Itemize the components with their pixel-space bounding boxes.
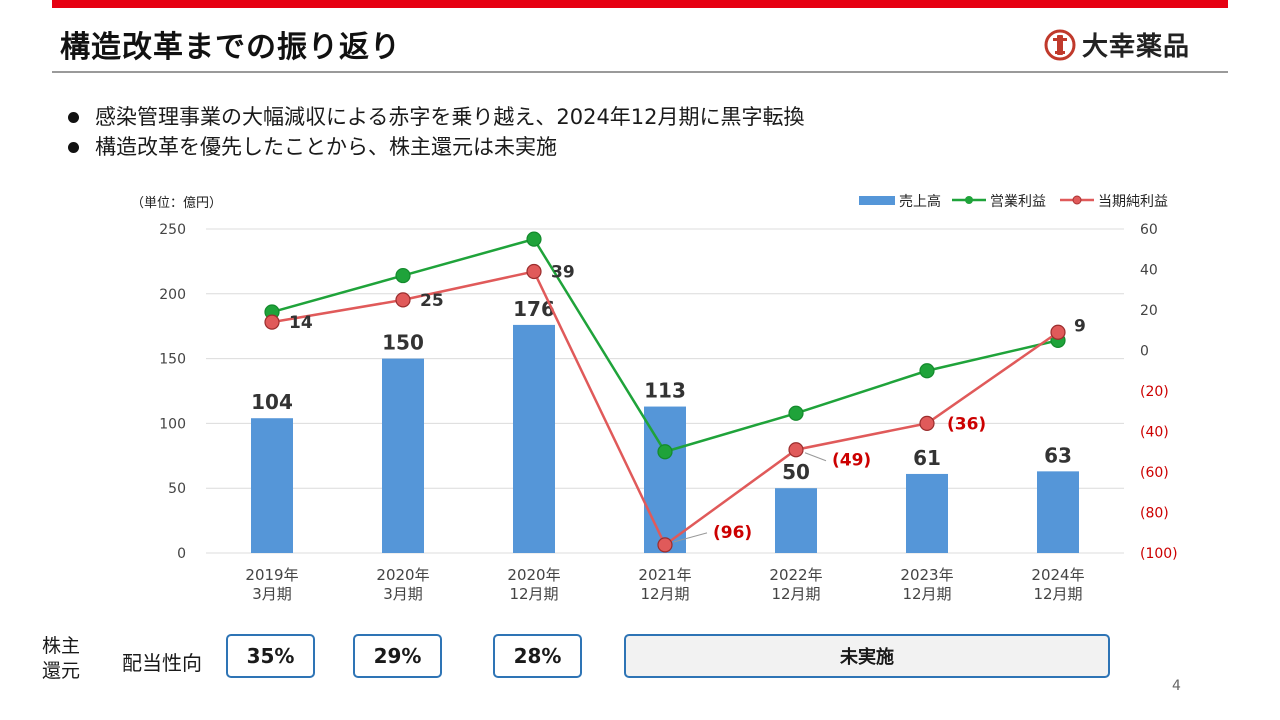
series-marker [526, 231, 542, 247]
payout-box-2020-12: 28% [493, 634, 582, 678]
bullet-text: 構造改革を優先したことから、株主還元は未実施 [95, 135, 557, 159]
top-accent-bar [52, 0, 1228, 8]
x-tick-label: 2020年 [507, 566, 560, 584]
sales-value-label: 61 [913, 446, 941, 470]
legend-swatch-sales [859, 196, 895, 205]
net-profit-value-label: 14 [289, 313, 313, 333]
sales-bar [775, 488, 817, 553]
left-tick-label: 250 [159, 222, 186, 238]
right-tick-label: 60 [1140, 222, 1158, 238]
left-tick-label: 50 [168, 481, 186, 497]
series-marker [919, 415, 935, 431]
payout-box-2019: 35% [226, 634, 315, 678]
not-implemented-box: 未実施 [624, 634, 1110, 678]
payout-box-2020-03: 29% [353, 634, 442, 678]
legend-marker-operating [965, 196, 973, 204]
x-tick-label: 2021年 [638, 566, 691, 584]
sales-bar [906, 473, 948, 553]
legend-label-net: 当期純利益 [1098, 194, 1168, 210]
net-profit-value-label: (96) [713, 523, 752, 543]
x-tick-label: 2024年 [1031, 566, 1084, 584]
page-title: 構造改革までの振り返り [60, 30, 401, 65]
x-tick-label: 2019年 [245, 566, 298, 584]
right-tick-label: (20) [1140, 384, 1169, 400]
bullet-dot [68, 111, 79, 123]
right-tick-label: (80) [1140, 506, 1169, 522]
net-profit-value-label: (36) [947, 414, 986, 434]
net-profit-value-label: (49) [832, 451, 871, 471]
series-marker [788, 442, 804, 458]
right-tick-label: 20 [1140, 303, 1158, 319]
label-leader-line [673, 532, 708, 543]
x-tick-label: 3月期 [383, 585, 423, 603]
right-tick-label: 0 [1140, 344, 1149, 360]
left-tick-label: 200 [159, 287, 186, 303]
bullet-dot [68, 141, 79, 153]
sales-bar [1037, 471, 1079, 553]
title-divider [52, 71, 1228, 73]
legend: 売上高 営業利益 当期純利益 [859, 193, 1168, 210]
sales-bar [251, 418, 293, 553]
logo-text: 大幸薬品 [1082, 32, 1191, 62]
bullet-item: 構造改革を優先したことから、株主還元は未実施 [68, 132, 805, 162]
right-tick-label: (40) [1140, 425, 1169, 441]
series-marker [526, 263, 542, 280]
bullet-text: 感染管理事業の大幅減収による赤字を乗り越え、2024年12月期に黒字転換 [95, 105, 805, 129]
series-marker [657, 537, 673, 553]
right-axis: (100) (80) (60) (40) (20) 0 20 40 60 [1140, 222, 1178, 562]
x-tick-label: 12月期 [509, 585, 558, 603]
series-marker [919, 363, 935, 379]
shareholder-return-label: 株主 還元 [42, 634, 80, 684]
series-marker [657, 444, 673, 460]
left-axis: 0 50 100 150 200 250 [159, 222, 186, 562]
sales-value-label: 63 [1044, 443, 1072, 467]
x-tick-label: 12月期 [640, 585, 689, 603]
net-profit-value-label: 25 [420, 291, 444, 311]
left-tick-label: 100 [159, 416, 186, 432]
label-leader-line [804, 452, 827, 462]
left-tick-label: 150 [159, 352, 186, 368]
sales-bar [382, 358, 424, 553]
x-tick-label: 2020年 [376, 566, 429, 584]
bullet-list: 感染管理事業の大幅減収による赤字を乗り越え、2024年12月期に黒字転換 構造改… [68, 102, 805, 162]
right-tick-label: 40 [1140, 263, 1158, 279]
right-tick-label: (60) [1140, 465, 1169, 481]
legend-label-sales: 売上高 [899, 193, 941, 210]
sales-bars [251, 324, 1079, 553]
net-profit-value-label: 39 [551, 263, 575, 283]
series-marker [788, 405, 804, 421]
series-marker [395, 267, 411, 284]
shareholder-label-line1: 株主 [42, 635, 81, 657]
net-profit-value-label: 9 [1074, 316, 1086, 336]
page-number: 4 [1172, 678, 1181, 694]
legend-label-operating: 営業利益 [990, 194, 1046, 210]
series-marker [395, 292, 411, 308]
x-tick-label: 2022年 [769, 566, 822, 584]
bugle-seal-icon [1044, 29, 1076, 60]
bullet-item: 感染管理事業の大幅減収による赤字を乗り越え、2024年12月期に黒字転換 [68, 102, 805, 132]
right-tick-label: (100) [1140, 546, 1178, 562]
payout-ratio-label: 配当性向 [122, 651, 202, 675]
net-profit-series [264, 263, 1066, 553]
net-profit-labels: 14 25 39 (96) (49) (36) 9 [289, 263, 1086, 543]
sales-value-label: 150 [382, 331, 424, 355]
x-tick-label: 12月期 [1033, 585, 1082, 603]
series-marker [1050, 324, 1066, 340]
x-tick-label: 12月期 [771, 585, 820, 603]
company-logo: 大幸薬品 [1044, 26, 1190, 63]
x-axis-labels: 2019年3月期2020年3月期2020年12月期2021年12月期2022年1… [245, 566, 1084, 603]
legend-marker-net [1072, 195, 1082, 205]
series-marker [264, 314, 280, 330]
unit-label: （単位：億円） [131, 195, 222, 211]
sales-bar [513, 324, 555, 553]
x-tick-label: 3月期 [252, 585, 292, 603]
sales-value-label: 50 [782, 460, 810, 484]
sales-value-label: 104 [251, 390, 293, 414]
x-tick-label: 12月期 [902, 585, 951, 603]
sales-value-label: 113 [644, 379, 686, 403]
shareholder-label-line2: 還元 [42, 660, 81, 682]
left-tick-label: 0 [177, 546, 186, 562]
x-tick-label: 2023年 [900, 566, 953, 584]
